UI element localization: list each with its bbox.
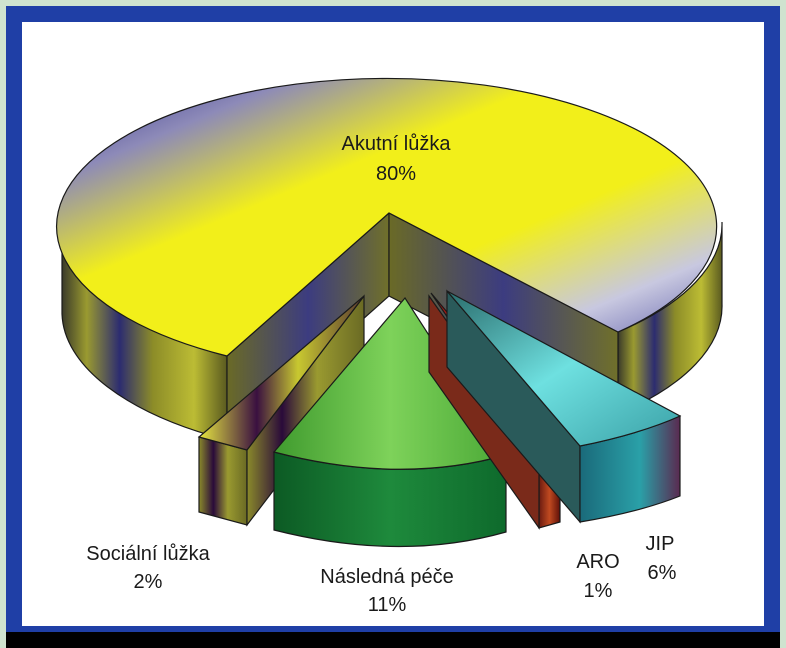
slice-value-aro: 1% — [584, 580, 613, 602]
data-label-jip: JIP 6% — [646, 533, 677, 584]
slice-nasledna-pece — [272, 296, 507, 548]
slice-value-nasledna: 11% — [368, 594, 407, 616]
slice-nasledna-top — [272, 296, 507, 470]
slice-label-jip: JIP — [646, 533, 675, 555]
slice-socialni-front — [198, 436, 248, 526]
slice-akutni-top — [56, 77, 718, 357]
slice-value-jip: 6% — [648, 562, 677, 584]
bottom-bar — [6, 632, 780, 648]
slice-socialni-top — [197, 295, 365, 451]
data-label-aro: ARO 1% — [576, 551, 619, 602]
slice-value-socialni: 2% — [134, 571, 163, 593]
slice-label-nasledna: Následná péče — [320, 566, 453, 588]
slice-value-akutni: 80% — [376, 163, 416, 185]
data-label-akutni-luzka: Akutní lůžka 80% — [342, 133, 452, 185]
slice-label-socialni: Sociální lůžka — [86, 543, 210, 565]
data-label-socialni-luzka: Sociální lůžka 2% — [86, 543, 210, 593]
slice-jip — [446, 289, 682, 524]
slice-label-aro: ARO — [576, 551, 619, 573]
slice-label-akutni: Akutní lůžka — [342, 133, 452, 155]
data-label-nasledna-pece: Následná péče 11% — [320, 566, 453, 616]
slice-jip-top — [446, 290, 682, 447]
slice-akutni-side-right — [617, 221, 723, 415]
